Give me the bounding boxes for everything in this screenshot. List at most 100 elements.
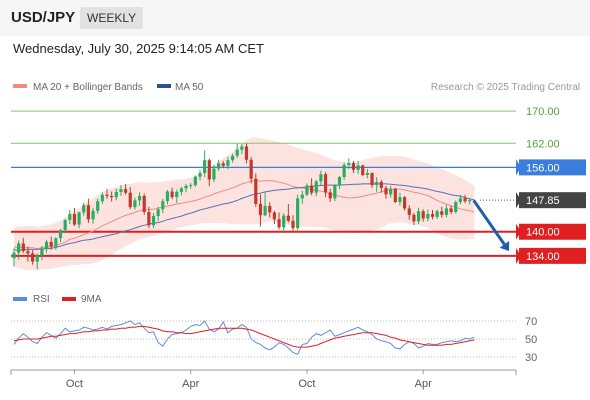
candle-body: [416, 211, 421, 222]
candle: [119, 185, 123, 196]
rsi-ma-legend-label: 9MA: [81, 294, 102, 305]
candle-body: [203, 160, 207, 174]
candle: [444, 204, 449, 218]
candle-body: [430, 214, 435, 217]
candle-body: [272, 212, 276, 220]
candle: [268, 202, 272, 218]
candle-body: [463, 198, 467, 202]
current-price-label: 147.85: [526, 195, 560, 207]
candle-body: [40, 248, 44, 256]
candle: [207, 158, 211, 187]
candle: [323, 172, 328, 198]
candle: [310, 178, 314, 196]
candle-body: [286, 215, 290, 221]
support-level-label: 134.00: [526, 251, 560, 263]
candle: [347, 158, 351, 169]
candle: [21, 237, 25, 254]
rsi-ma-line: [13, 325, 475, 348]
forecast-arrow: [472, 199, 510, 252]
candle: [454, 200, 458, 214]
support-label-box: [519, 223, 586, 240]
candle-body: [156, 209, 160, 217]
candle-body: [361, 165, 365, 176]
candle: [240, 144, 244, 155]
target-level-label: 162.00: [526, 138, 560, 150]
candle-body: [207, 160, 211, 180]
candle: [193, 175, 197, 187]
candle: [412, 212, 416, 225]
candle: [12, 248, 16, 267]
candle: [305, 183, 309, 196]
candle-body: [72, 214, 77, 225]
candle: [468, 197, 472, 205]
candle: [277, 212, 281, 230]
candle: [179, 186, 183, 196]
candle-body: [86, 205, 90, 220]
candle: [189, 183, 193, 189]
candle: [203, 150, 207, 178]
candle: [449, 205, 453, 215]
candle-body: [300, 194, 304, 199]
candle-body: [314, 181, 318, 193]
moving-averages: [13, 180, 475, 251]
credit-label: Research © 2025 Trading Central: [431, 82, 580, 93]
support-label-tab: [516, 247, 521, 264]
rsi-lines: [13, 320, 475, 355]
ma50-line: [13, 183, 475, 251]
candle-body: [198, 173, 202, 177]
candle: [100, 192, 104, 204]
rsi-line: [13, 320, 475, 355]
candle: [184, 183, 188, 193]
symbol-title: USD/JPY: [11, 9, 76, 26]
candle: [35, 253, 39, 270]
candle: [156, 206, 160, 221]
candle: [458, 194, 462, 205]
candle: [221, 160, 225, 169]
candle-body: [96, 201, 100, 211]
candle-body: [110, 195, 114, 198]
candle-body: [230, 155, 235, 161]
candle-body: [379, 181, 383, 188]
candle: [68, 210, 72, 225]
candle-body: [328, 192, 332, 199]
candle: [31, 250, 35, 265]
candle-body: [375, 181, 379, 186]
candlesticks: [12, 143, 472, 270]
x-axis: Oct Apr Oct Apr: [10, 369, 517, 390]
candle-body: [268, 206, 272, 213]
candle: [375, 177, 379, 192]
candle-body: [342, 164, 346, 178]
candle: [351, 160, 356, 174]
period-badge[interactable]: WEEKLY: [80, 7, 144, 29]
candle: [416, 207, 421, 225]
candle-body: [142, 195, 146, 213]
candle: [151, 212, 156, 229]
candle-body: [114, 191, 118, 198]
ma20-line: [13, 180, 475, 250]
candle: [337, 175, 342, 189]
candle-body: [49, 241, 53, 247]
candle: [133, 197, 137, 210]
candle-body: [323, 174, 328, 193]
rsi-tick-label: 70: [525, 316, 537, 328]
candle: [124, 183, 128, 195]
candle: [226, 156, 230, 169]
candle: [314, 179, 318, 197]
candle-body: [454, 201, 458, 213]
pivot-label-tab: [516, 159, 521, 176]
candle: [365, 169, 369, 179]
candle-body: [305, 185, 309, 195]
candle: [54, 237, 58, 250]
candle-body: [435, 211, 439, 217]
candle: [170, 187, 174, 200]
candle: [58, 228, 63, 243]
candle-body: [440, 211, 444, 215]
candle: [137, 192, 142, 206]
candle-body: [351, 162, 356, 170]
ma20-legend-swatch: [13, 84, 27, 88]
candle-body: [319, 174, 323, 182]
rsi-legend-swatch: [13, 297, 27, 301]
candle-body: [31, 253, 35, 262]
